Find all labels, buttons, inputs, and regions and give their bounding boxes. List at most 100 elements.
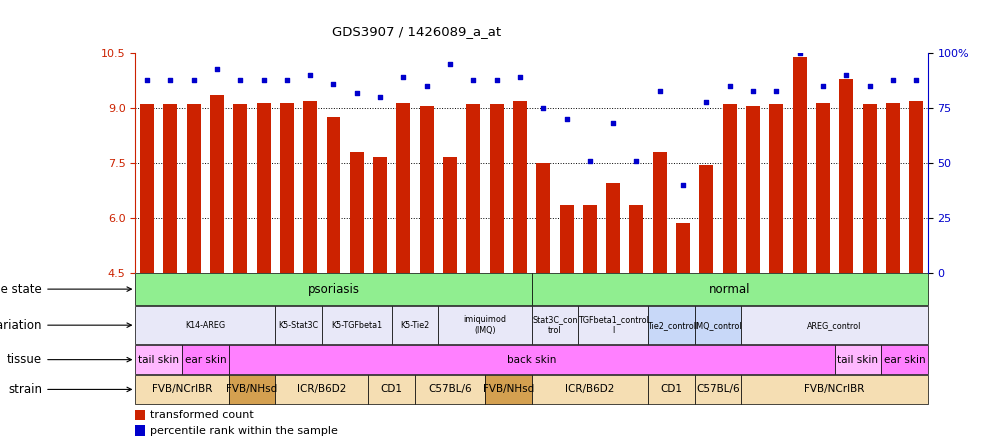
- Text: K5-TGFbeta1: K5-TGFbeta1: [331, 321, 382, 329]
- Point: [651, 87, 667, 94]
- Text: CD1: CD1: [381, 385, 403, 394]
- Bar: [135, 345, 181, 374]
- Bar: [186, 104, 200, 273]
- Point: [558, 115, 574, 123]
- Text: tail skin: tail skin: [138, 355, 179, 365]
- Point: [442, 61, 458, 68]
- Text: tissue: tissue: [7, 353, 131, 366]
- Bar: [392, 306, 438, 344]
- Text: strain: strain: [8, 383, 131, 396]
- Bar: [438, 306, 531, 344]
- Bar: [740, 306, 927, 344]
- Bar: [531, 306, 577, 344]
- Bar: [280, 103, 294, 273]
- Text: transformed count: transformed count: [149, 410, 254, 420]
- Bar: [652, 152, 666, 273]
- Text: FVB/NCrIBR: FVB/NCrIBR: [804, 385, 864, 394]
- Point: [791, 50, 807, 57]
- Point: [838, 71, 854, 79]
- Point: [232, 76, 248, 83]
- Bar: [531, 375, 647, 404]
- Text: FVB/NCrIBR: FVB/NCrIBR: [151, 385, 212, 394]
- Text: genotype/variation: genotype/variation: [0, 319, 131, 332]
- Bar: [368, 375, 415, 404]
- Bar: [373, 158, 387, 273]
- Bar: [675, 223, 689, 273]
- Bar: [862, 104, 876, 273]
- Text: disease state: disease state: [0, 283, 131, 296]
- Bar: [577, 306, 647, 344]
- Point: [697, 98, 713, 105]
- Bar: [489, 104, 503, 273]
- Bar: [512, 101, 526, 273]
- Point: [628, 157, 644, 164]
- Text: K5-Tie2: K5-Tie2: [400, 321, 429, 329]
- Text: C57BL/6: C57BL/6: [695, 385, 739, 394]
- Point: [418, 83, 434, 90]
- Bar: [745, 106, 760, 273]
- Bar: [466, 104, 480, 273]
- Point: [326, 80, 342, 87]
- Point: [768, 87, 784, 94]
- Point: [139, 76, 155, 83]
- Bar: [792, 57, 806, 273]
- Bar: [228, 375, 275, 404]
- Point: [511, 74, 527, 81]
- Bar: [722, 104, 735, 273]
- Point: [861, 83, 877, 90]
- Point: [674, 181, 690, 188]
- Text: K14-AREG: K14-AREG: [185, 321, 225, 329]
- Bar: [275, 375, 368, 404]
- Bar: [135, 274, 531, 305]
- Bar: [815, 103, 829, 273]
- Bar: [834, 345, 881, 374]
- Text: AREG_control: AREG_control: [807, 321, 861, 329]
- Bar: [322, 306, 392, 344]
- Bar: [694, 306, 740, 344]
- Bar: [769, 104, 783, 273]
- Point: [185, 76, 201, 83]
- Bar: [885, 103, 899, 273]
- Point: [488, 76, 504, 83]
- Point: [302, 71, 318, 79]
- Text: ear skin: ear skin: [184, 355, 225, 365]
- Bar: [396, 103, 410, 273]
- Bar: [443, 158, 457, 273]
- Point: [814, 83, 830, 90]
- Text: tail skin: tail skin: [837, 355, 878, 365]
- Bar: [740, 375, 927, 404]
- Text: GDS3907 / 1426089_a_at: GDS3907 / 1426089_a_at: [332, 25, 500, 38]
- Point: [279, 76, 295, 83]
- Point: [721, 83, 737, 90]
- Point: [349, 89, 365, 96]
- Bar: [327, 117, 340, 273]
- Text: IMQ_control: IMQ_control: [693, 321, 741, 329]
- Bar: [135, 425, 144, 436]
- Text: imiquimod
(IMQ): imiquimod (IMQ): [463, 316, 506, 335]
- Bar: [163, 104, 177, 273]
- Bar: [419, 106, 433, 273]
- Bar: [559, 205, 573, 273]
- Bar: [181, 345, 228, 374]
- Bar: [647, 306, 694, 344]
- Text: Tie2_control: Tie2_control: [646, 321, 695, 329]
- Text: Stat3C_con
trol: Stat3C_con trol: [532, 316, 577, 335]
- Point: [395, 74, 411, 81]
- Bar: [605, 183, 619, 273]
- Point: [162, 76, 178, 83]
- Text: back skin: back skin: [506, 355, 556, 365]
- Point: [884, 76, 900, 83]
- Bar: [647, 375, 694, 404]
- Text: CD1: CD1: [659, 385, 681, 394]
- Bar: [698, 165, 712, 273]
- Point: [604, 120, 620, 127]
- Text: C57BL/6: C57BL/6: [428, 385, 471, 394]
- Text: ear skin: ear skin: [883, 355, 925, 365]
- Point: [535, 105, 551, 112]
- Bar: [135, 306, 275, 344]
- Point: [581, 157, 597, 164]
- Point: [256, 76, 272, 83]
- Point: [208, 65, 224, 72]
- Bar: [275, 306, 322, 344]
- Bar: [135, 375, 228, 404]
